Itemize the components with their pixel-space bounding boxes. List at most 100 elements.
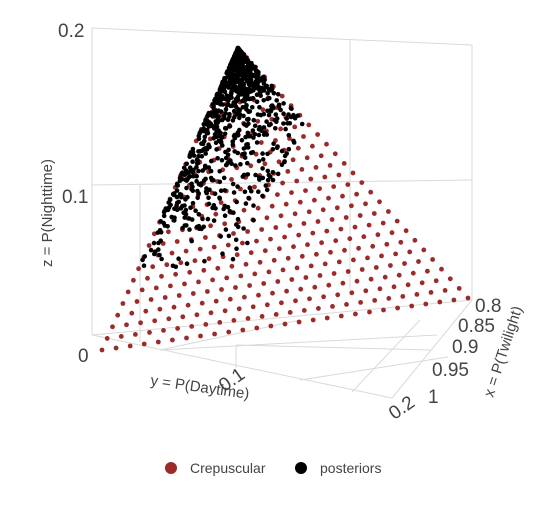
crepuscular-point-376 bbox=[456, 286, 462, 291]
tick-y-0.2: 0.2 bbox=[385, 392, 419, 424]
crepuscular-point-311 bbox=[368, 189, 374, 195]
crepuscular-point-160 bbox=[252, 184, 257, 190]
posterior-point-250 bbox=[239, 137, 245, 143]
crepuscular-point-113 bbox=[213, 211, 219, 217]
crepuscular-point-135 bbox=[222, 221, 228, 227]
posterior-point-791 bbox=[229, 95, 234, 100]
posterior-point-716 bbox=[196, 223, 202, 229]
crepuscular-point-215 bbox=[268, 236, 273, 242]
crepuscular-point-55 bbox=[138, 320, 144, 326]
crepuscular-point-156 bbox=[231, 231, 236, 236]
posterior-point-724 bbox=[188, 168, 193, 174]
posterior-point-380 bbox=[227, 208, 233, 214]
tick-x-1: 1 bbox=[428, 387, 439, 408]
crepuscular-point-107 bbox=[182, 281, 187, 287]
crepuscular-point-275 bbox=[293, 298, 298, 304]
crepuscular-points bbox=[99, 45, 471, 353]
posterior-point-863 bbox=[222, 188, 227, 193]
crepuscular-point-305 bbox=[336, 259, 342, 265]
crepuscular-point-78 bbox=[141, 341, 147, 347]
crepuscular-point-122 bbox=[260, 107, 266, 113]
legend-item-posteriors[interactable]: posteriors bbox=[295, 460, 381, 476]
posterior-point-809 bbox=[240, 174, 246, 179]
crepuscular-point-179 bbox=[255, 205, 261, 211]
posterior-point-731 bbox=[245, 93, 250, 98]
crepuscular-point-162 bbox=[262, 161, 268, 167]
posterior-point-428 bbox=[223, 111, 228, 116]
posterior-point-383 bbox=[178, 206, 184, 211]
crepuscular-point-171 bbox=[213, 298, 219, 304]
posterior-point-616 bbox=[213, 140, 219, 145]
crepuscular-point-314 bbox=[335, 292, 341, 298]
posterior-point-766 bbox=[248, 77, 254, 82]
posterior-point-654 bbox=[222, 213, 228, 218]
posterior-point-844 bbox=[203, 120, 209, 125]
crepuscular-point-274 bbox=[287, 310, 293, 315]
crepuscular-point-264 bbox=[299, 253, 305, 259]
crepuscular-point-366 bbox=[425, 268, 430, 274]
posterior-point-645 bbox=[182, 223, 188, 228]
posterior-point-745 bbox=[196, 149, 201, 154]
posterior-point-427 bbox=[176, 256, 181, 262]
crepuscular-point-293 bbox=[328, 249, 333, 255]
crepuscular-point-316 bbox=[345, 269, 351, 274]
posterior-point-263 bbox=[203, 151, 208, 156]
posterior-point-613 bbox=[221, 175, 227, 181]
crepuscular-point-294 bbox=[333, 238, 339, 244]
crepuscular-point-323 bbox=[338, 313, 344, 319]
crepuscular-point-4 bbox=[120, 301, 126, 306]
crepuscular-point-56 bbox=[143, 308, 149, 314]
crepuscular-point-377 bbox=[465, 295, 471, 301]
posterior-point-70 bbox=[230, 181, 236, 187]
crepuscular-point-320 bbox=[366, 222, 372, 228]
posterior-point-835 bbox=[247, 109, 253, 114]
posterior-point-754 bbox=[194, 165, 199, 170]
posterior-point-890 bbox=[240, 63, 245, 68]
crepuscular-point-368 bbox=[423, 301, 429, 307]
posterior-point-755 bbox=[235, 133, 241, 138]
posterior-point-133 bbox=[231, 108, 237, 114]
posterior-point-590 bbox=[266, 87, 272, 92]
posterior-point-888 bbox=[264, 187, 270, 193]
crepuscular-point-348 bbox=[398, 239, 404, 245]
crepuscular-point-9 bbox=[146, 243, 152, 248]
posterior-point-751 bbox=[208, 175, 214, 181]
crepuscular-point-258 bbox=[268, 323, 274, 329]
crepuscular-point-109 bbox=[192, 258, 198, 264]
posterior-point-478 bbox=[174, 194, 180, 200]
posterior-point-811 bbox=[227, 70, 232, 76]
crepuscular-point-330 bbox=[375, 232, 381, 238]
crepuscular-point-306 bbox=[342, 247, 347, 253]
crepuscular-point-200 bbox=[275, 192, 280, 198]
posterior-point-702 bbox=[181, 165, 187, 171]
posterior-point-538 bbox=[206, 195, 211, 201]
crepuscular-point-217 bbox=[278, 213, 284, 219]
posterior-point-574 bbox=[257, 105, 262, 110]
crepuscular-point-373 bbox=[442, 288, 448, 293]
legend-item-crepuscular[interactable]: Crepuscular bbox=[165, 460, 266, 476]
crepuscular-point-210 bbox=[242, 294, 247, 300]
crepuscular-point-33 bbox=[145, 275, 150, 281]
crepuscular-point-267 bbox=[315, 219, 321, 224]
posterior-point-111 bbox=[215, 156, 220, 161]
posterior-point-684 bbox=[231, 190, 237, 195]
posterior-point-792 bbox=[292, 115, 298, 121]
crepuscular-point-203 bbox=[290, 157, 296, 163]
posterior-point-354 bbox=[178, 192, 184, 198]
posterior-point-709 bbox=[174, 181, 180, 187]
posterior-point-894 bbox=[228, 66, 234, 72]
posterior-point-216 bbox=[284, 116, 290, 121]
crepuscular-point-83 bbox=[168, 283, 173, 289]
crepuscular-point-317 bbox=[351, 257, 356, 263]
posterior-point-704 bbox=[225, 82, 231, 88]
posterior-point-211 bbox=[233, 163, 238, 168]
crepuscular-point-198 bbox=[264, 215, 270, 221]
posterior-point-355 bbox=[250, 128, 256, 133]
posterior-point-570 bbox=[232, 149, 237, 154]
crepuscular-point-1 bbox=[104, 336, 110, 341]
grid-line-4 bbox=[91, 334, 393, 399]
axis-title-z: z = P(Nighttime) bbox=[39, 159, 56, 267]
crepuscular-point-245 bbox=[270, 290, 275, 296]
crepuscular-point-224 bbox=[315, 132, 320, 137]
crepuscular-point-114 bbox=[218, 200, 224, 206]
